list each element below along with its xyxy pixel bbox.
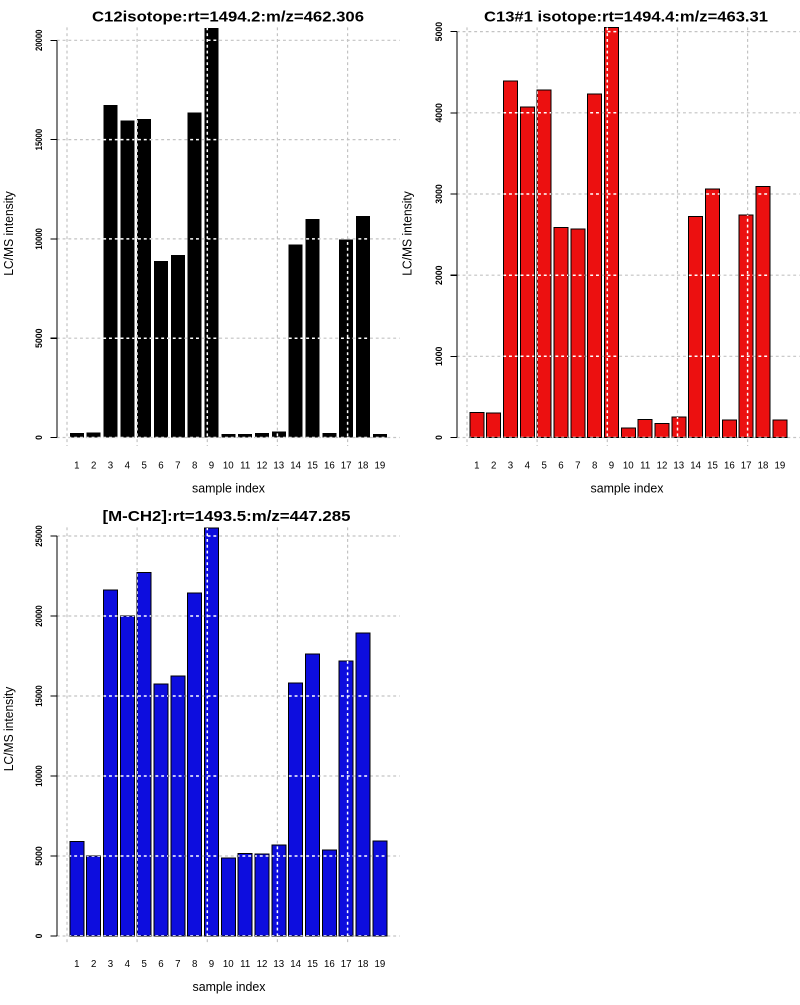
svg-text:16: 16 [724,460,735,471]
svg-text:7: 7 [175,959,180,970]
svg-text:3000: 3000 [434,184,444,204]
svg-text:25000: 25000 [34,525,44,547]
svg-text:18: 18 [358,460,369,471]
svg-text:5000: 5000 [34,846,44,866]
svg-text:4: 4 [525,460,531,471]
svg-text:2: 2 [491,460,496,471]
svg-text:13: 13 [273,959,284,970]
svg-text:15: 15 [707,460,718,471]
svg-text:13: 13 [673,460,684,471]
svg-text:12: 12 [257,959,268,970]
svg-text:15: 15 [307,959,318,970]
svg-text:9: 9 [209,460,214,471]
svg-text:12: 12 [657,460,668,471]
svg-text:19: 19 [375,460,386,471]
svg-text:16: 16 [324,460,335,471]
svg-text:8: 8 [192,460,197,471]
svg-text:5: 5 [542,460,547,471]
svg-text:5000: 5000 [34,328,44,348]
svg-text:sample index: sample index [192,482,266,496]
svg-text:10: 10 [623,460,634,471]
svg-text:LC/MS intensity: LC/MS intensity [2,686,16,771]
svg-text:[M-CH2]:rt=1493.5:m/z=447.285: [M-CH2]:rt=1493.5:m/z=447.285 [103,508,351,525]
svg-text:5: 5 [142,460,147,471]
svg-text:15: 15 [307,460,318,471]
svg-text:13: 13 [273,460,284,471]
svg-text:11: 11 [640,460,650,471]
svg-text:15000: 15000 [34,129,44,151]
svg-text:0: 0 [434,435,444,440]
svg-text:10000: 10000 [34,765,44,787]
svg-text:2: 2 [91,959,96,970]
svg-text:1000: 1000 [434,347,444,367]
svg-text:15000: 15000 [34,685,44,707]
svg-text:8: 8 [592,460,597,471]
svg-text:4: 4 [125,460,131,471]
svg-text:5000: 5000 [434,22,444,41]
svg-text:3: 3 [508,460,513,471]
svg-text:C13#1 isotope:rt=1494.4:m/z=46: C13#1 isotope:rt=1494.4:m/z=463.31 [484,8,768,25]
svg-text:14: 14 [290,460,301,471]
svg-text:20000: 20000 [34,30,44,52]
svg-text:20000: 20000 [34,605,44,627]
svg-text:18: 18 [758,460,769,471]
svg-text:9: 9 [209,959,214,970]
svg-text:7: 7 [175,460,180,471]
svg-text:4: 4 [125,959,131,970]
svg-text:6: 6 [558,460,563,471]
svg-text:sample index: sample index [591,482,665,496]
svg-text:6: 6 [158,959,163,970]
svg-text:10000: 10000 [34,228,44,250]
svg-text:11: 11 [240,460,250,471]
svg-text:9: 9 [609,460,614,471]
svg-text:8: 8 [192,959,197,970]
svg-text:2000: 2000 [434,265,444,285]
svg-text:17: 17 [341,959,352,970]
svg-text:6: 6 [158,460,163,471]
svg-text:2: 2 [91,460,96,471]
svg-text:5: 5 [142,959,147,970]
svg-text:3: 3 [108,460,113,471]
svg-text:17: 17 [741,460,752,471]
svg-text:11: 11 [240,959,250,970]
svg-text:14: 14 [690,460,701,471]
svg-text:4000: 4000 [434,103,444,123]
svg-text:LC/MS intensity: LC/MS intensity [2,190,16,275]
svg-text:14: 14 [290,959,301,970]
svg-text:19: 19 [375,959,386,970]
svg-text:19: 19 [775,460,786,471]
svg-text:1: 1 [74,460,79,471]
svg-text:18: 18 [358,959,369,970]
svg-text:10: 10 [223,460,234,471]
svg-text:1: 1 [474,460,479,471]
svg-text:0: 0 [34,934,44,939]
svg-text:12: 12 [257,460,268,471]
svg-text:17: 17 [341,460,352,471]
svg-text:0: 0 [34,435,44,440]
svg-text:16: 16 [324,959,335,970]
svg-text:C12isotope:rt=1494.2:m/z=462.3: C12isotope:rt=1494.2:m/z=462.306 [92,8,364,25]
svg-text:sample index: sample index [193,980,267,994]
svg-text:LC/MS intensity: LC/MS intensity [401,190,415,275]
svg-text:10: 10 [223,959,234,970]
svg-text:7: 7 [575,460,580,471]
svg-text:1: 1 [74,959,79,970]
svg-text:3: 3 [108,959,113,970]
